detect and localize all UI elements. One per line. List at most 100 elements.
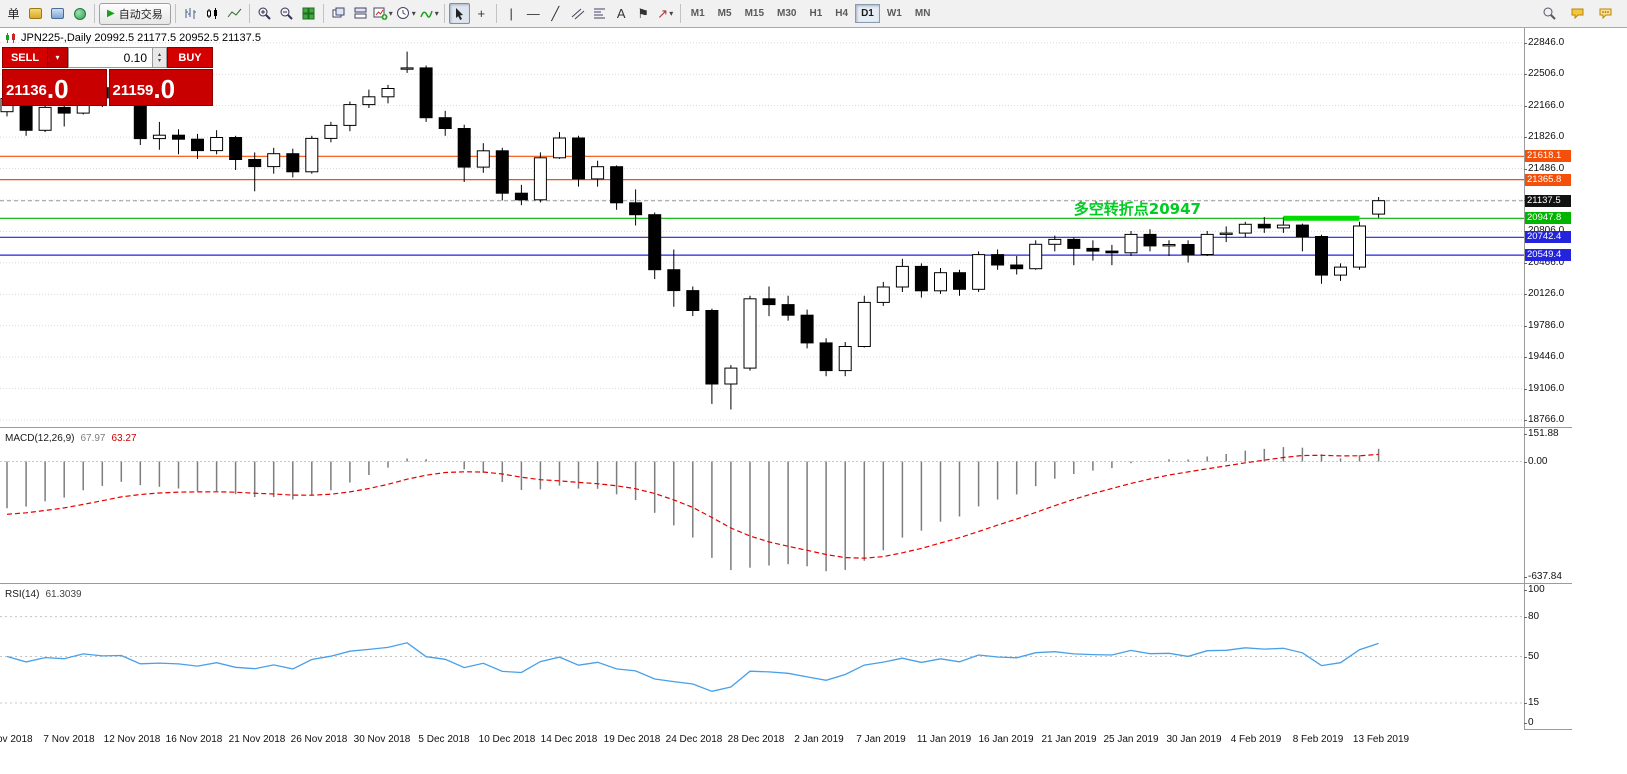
timeframe-button-m30[interactable]: M30 bbox=[777, 8, 797, 19]
rsi-panel-title: RSI(14) 61.3039 bbox=[5, 589, 82, 600]
bar-chart-button[interactable] bbox=[180, 3, 201, 24]
zoom-in-button[interactable] bbox=[254, 3, 275, 24]
timeframe-button-m15[interactable]: M15 bbox=[744, 8, 765, 19]
timeframe-button-h1[interactable]: H1 bbox=[809, 8, 823, 19]
crosshair-button[interactable]: + bbox=[471, 3, 492, 24]
new-chart-icon bbox=[373, 7, 388, 20]
volume-dropdown[interactable]: ▾ bbox=[48, 47, 68, 68]
volume-input[interactable]: 0.10 bbox=[68, 47, 153, 68]
price-axis-label: 20466.0 bbox=[1523, 257, 1565, 268]
date-axis-label: 16 Jan 2019 bbox=[978, 734, 1034, 745]
zoom-out-button[interactable] bbox=[276, 3, 297, 24]
line-chart-button[interactable] bbox=[224, 3, 245, 24]
chat-button[interactable] bbox=[1567, 3, 1588, 24]
date-axis-label: 5 Dec 2018 bbox=[418, 734, 470, 745]
sell-price-button[interactable]: 21136 .0 bbox=[2, 69, 107, 106]
toolbar-separator bbox=[679, 4, 681, 23]
date-axis-label: 30 Nov 2018 bbox=[353, 734, 411, 745]
sell-button[interactable]: SELL bbox=[2, 47, 48, 68]
price-axis-label: 20126.0 bbox=[1523, 288, 1565, 299]
text-tool-button[interactable]: A bbox=[611, 3, 632, 24]
rsi-axis-label: 50 bbox=[1523, 651, 1540, 662]
timeframe-button-m5[interactable]: M5 bbox=[717, 8, 732, 19]
horizontal-line-button[interactable]: — bbox=[523, 3, 544, 24]
spinner-down-icon: ▾ bbox=[157, 57, 161, 64]
sell-price-main: 21136 bbox=[6, 82, 47, 99]
sell-price-frac: .0 bbox=[46, 74, 69, 104]
arrows-tool-button[interactable]: ↗ ▾ bbox=[655, 3, 676, 24]
autotrading-button[interactable]: ▶ 自动交易 bbox=[99, 2, 171, 25]
price-axis-label: 22846.0 bbox=[1523, 37, 1565, 48]
document-button[interactable] bbox=[25, 3, 46, 24]
trade-panel-controls: SELL ▾ 0.10 ▴ ▾ BUY bbox=[2, 47, 213, 68]
panel-divider[interactable] bbox=[0, 583, 1572, 584]
macd-indicator-chart[interactable] bbox=[0, 428, 1524, 583]
date-axis-label: 26 Nov 2018 bbox=[290, 734, 348, 745]
indicators-dropdown-button[interactable]: ▾ bbox=[418, 3, 440, 24]
tile-windows-icon bbox=[302, 7, 315, 20]
line-chart-icon bbox=[227, 8, 242, 18]
price-axis-label: 19446.0 bbox=[1523, 351, 1565, 362]
price-axis[interactable]: 18766.0 19106.0 19446.0 19786.0 20126.0 20466… bbox=[1523, 28, 1572, 730]
date-axis-label: 28 Dec 2018 bbox=[727, 734, 785, 745]
terminal-button[interactable] bbox=[47, 3, 68, 24]
date-axis-label: 12 Nov 2018 bbox=[103, 734, 161, 745]
new-order-button[interactable]: 单 bbox=[7, 7, 20, 21]
price-level-tag: 21618.1 bbox=[1525, 150, 1571, 162]
periods-dropdown-button[interactable]: ▾ bbox=[395, 3, 417, 24]
support-chat-icon bbox=[1599, 8, 1611, 20]
channel-icon bbox=[571, 8, 585, 20]
macd-axis-label: -637.84 bbox=[1524, 571, 1562, 582]
macd-signal-value: 63.27 bbox=[111, 433, 137, 444]
toolbar: 单 ▶ 自动交易 ▾ ▾ ▾ + | — ╱ A ⚑ ↗ ▾ bbox=[0, 0, 1627, 28]
date-axis[interactable]: 2 Nov 2018 7 Nov 2018 12 Nov 2018 16 Nov 20… bbox=[0, 729, 1524, 751]
candlestick-chart[interactable]: 多空转折点20947 bbox=[0, 28, 1524, 427]
tile-windows-button[interactable] bbox=[298, 3, 319, 24]
date-axis-label: 14 Dec 2018 bbox=[540, 734, 598, 745]
tile-horizontal-button[interactable] bbox=[350, 3, 371, 24]
date-axis-label: 4 Feb 2019 bbox=[1230, 734, 1282, 745]
macd-panel-title: MACD(12,26,9) 67.97 63.27 bbox=[5, 433, 137, 444]
caret-down-icon: ▾ bbox=[55, 53, 60, 62]
rsi-indicator-chart[interactable] bbox=[0, 584, 1524, 729]
search-button[interactable] bbox=[1539, 3, 1560, 24]
date-axis-label: 7 Jan 2019 bbox=[856, 734, 906, 745]
fibonacci-button[interactable] bbox=[589, 3, 610, 24]
label-tool-button[interactable]: ⚑ bbox=[633, 3, 654, 24]
timeframe-button-mn[interactable]: MN bbox=[914, 8, 931, 19]
price-axis-label: 22506.0 bbox=[1523, 68, 1565, 79]
fibonacci-icon bbox=[593, 8, 605, 19]
volume-spinner[interactable]: ▴ ▾ bbox=[153, 47, 167, 68]
buy-price-button[interactable]: 21159 .0 bbox=[108, 69, 213, 106]
timeframe-toolbar: M1 M5 M15 M30 H1 H4 D1 W1 MN bbox=[685, 4, 937, 23]
buy-button[interactable]: BUY bbox=[167, 47, 213, 68]
date-axis-label: 2 Nov 2018 bbox=[0, 734, 33, 745]
cursor-button[interactable] bbox=[448, 3, 470, 24]
toolbar-separator bbox=[443, 4, 445, 23]
candlestick-chart-button[interactable] bbox=[202, 3, 223, 24]
timeframe-button-w1[interactable]: W1 bbox=[886, 8, 902, 19]
label-tool-icon: ⚑ bbox=[637, 5, 650, 21]
trendline-button[interactable]: ╱ bbox=[545, 3, 566, 24]
toolbar-separator bbox=[94, 4, 95, 23]
vertical-line-button[interactable]: | bbox=[501, 3, 522, 24]
channel-button[interactable] bbox=[567, 3, 588, 24]
rsi-axis-label: 15 bbox=[1523, 697, 1540, 708]
timeframe-button-h4[interactable]: H4 bbox=[835, 8, 849, 19]
date-axis-label: 10 Dec 2018 bbox=[478, 734, 536, 745]
cascade-windows-button[interactable] bbox=[328, 3, 349, 24]
community-button[interactable] bbox=[69, 3, 90, 24]
toolbar-separator bbox=[322, 4, 324, 23]
timeframe-button-m1[interactable]: M1 bbox=[690, 8, 705, 19]
timeframe-button-d1[interactable]: D1 bbox=[855, 4, 880, 23]
panel-divider[interactable] bbox=[0, 427, 1572, 428]
price-level-tag: 20947.8 bbox=[1525, 212, 1571, 224]
date-axis-label: 7 Nov 2018 bbox=[43, 734, 95, 745]
macd-axis-label: 0.00 bbox=[1523, 456, 1548, 467]
new-chart-button[interactable]: ▾ bbox=[372, 3, 394, 24]
search-icon bbox=[1543, 7, 1556, 20]
support-chat-button[interactable] bbox=[1595, 3, 1616, 24]
buy-price-main: 21159 bbox=[112, 82, 154, 99]
toolbar-right-group bbox=[1539, 3, 1624, 24]
rsi-title-text: RSI(14) bbox=[5, 589, 40, 600]
